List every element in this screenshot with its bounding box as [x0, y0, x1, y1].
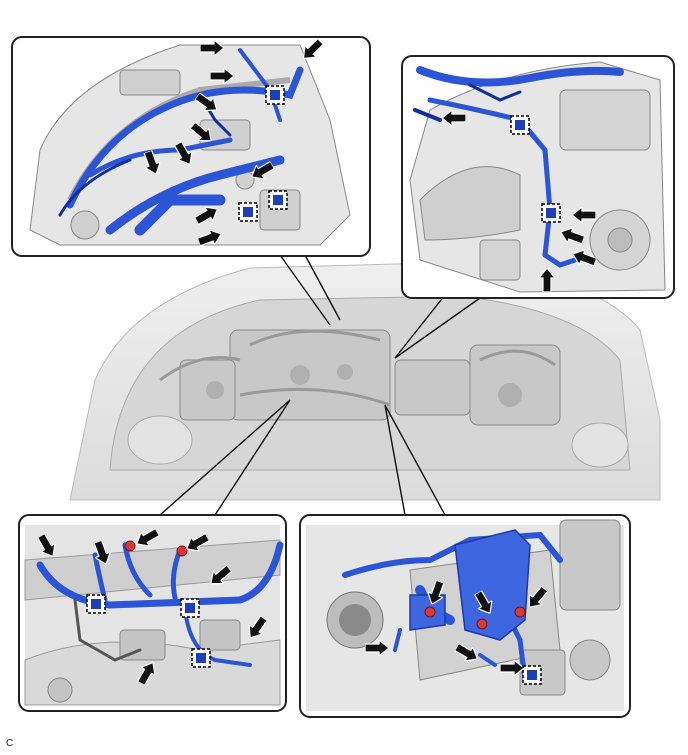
callout-bottom-right: [299, 514, 631, 718]
clip-marker-icon: [180, 598, 200, 618]
clip-markers-bottom-right: [522, 665, 542, 685]
clip-marker-icon: [510, 115, 530, 135]
clip-marker-icon: [522, 665, 542, 685]
clip-marker-icon: [238, 202, 258, 222]
harness-bracket: [409, 529, 531, 641]
clamp-bolt-icon: [424, 606, 436, 618]
clip-marker-icon: [268, 190, 288, 210]
clamp-bolt-icon: [176, 545, 188, 557]
clamp-bolt-icon: [476, 618, 488, 630]
callout-bottom-left: [18, 514, 287, 712]
clip-marker-icon: [191, 648, 211, 668]
injector-rail-illustration: [24, 525, 281, 706]
engine-side-illustration: [409, 61, 666, 293]
clamp-bolt-icon: [514, 606, 526, 618]
clamp-bolt-icon: [124, 540, 136, 552]
wire-harness-top-right: [413, 66, 624, 268]
callout-top-left: [11, 35, 371, 257]
clip-marker-icon: [541, 203, 561, 223]
callout-leader-lines: [159, 254, 481, 516]
callout-top-right: [401, 55, 675, 299]
figure-code-label: C: [6, 738, 14, 749]
vehicle-engine-bay: [69, 261, 661, 501]
clip-marker-icon: [265, 85, 285, 105]
clip-marker-icon: [86, 594, 106, 614]
